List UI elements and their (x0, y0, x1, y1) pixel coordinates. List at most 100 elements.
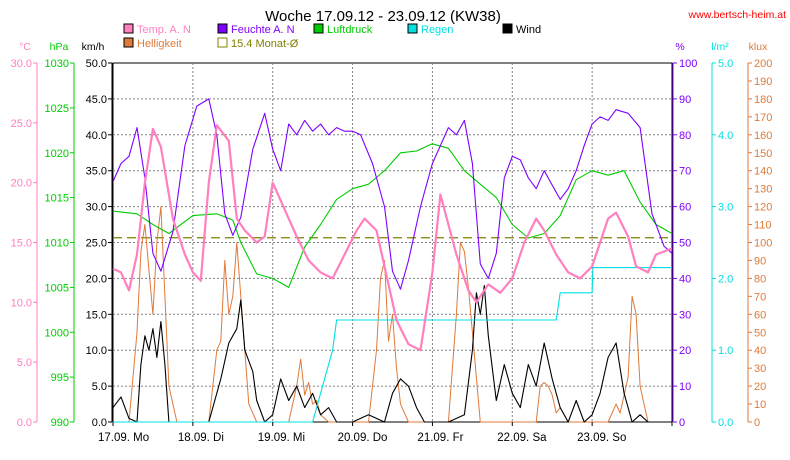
axis-tick-label: 50 (754, 327, 766, 339)
legend-label: Helligkeit (137, 38, 182, 50)
series-luftdruck (112, 143, 673, 288)
axis-tick-label: 20 (679, 345, 691, 357)
legend-item: 15.4 Monat-Ø (217, 37, 299, 50)
x-axis-labels: 17.09. Mo 18.09. Di 19.09. Mi 20.09. Do 21.0… (98, 422, 673, 444)
axis-tick-label: 10.0 (11, 297, 32, 309)
axis-tick-label: 0.0 (718, 417, 733, 429)
axis-tick-label: 170 (754, 112, 772, 124)
axis-tick-label: 40 (679, 273, 691, 285)
axis-tick-label: 190 (754, 76, 772, 88)
axis-tick-label: 90 (679, 94, 691, 106)
axis-tick-label: 1010 (45, 238, 69, 250)
legend-label: Regen (421, 24, 453, 36)
axis-tick-label: 990 (51, 417, 69, 429)
axis-tick-label: 110 (754, 220, 772, 232)
axis-tick-label: 30 (754, 363, 766, 375)
legend-swatch (123, 23, 134, 34)
axis-tick-label: 10.0 (86, 345, 107, 357)
axis-tick-label: 80 (679, 130, 691, 142)
axis-tick-label: 4.0 (718, 130, 733, 142)
axis-unit-light: klux (749, 41, 768, 53)
series-feuchte-a-n (112, 98, 673, 290)
axis-tick-label: 1005 (45, 282, 69, 294)
axis-tick-label: 0 (679, 417, 685, 429)
x-axis-label: 20.09. Do (338, 432, 388, 444)
axis-tick-label: 3.0 (718, 202, 733, 214)
axis-tick-label: 140 (754, 166, 772, 178)
legend-swatch (502, 23, 513, 34)
legend-label: Wind (516, 24, 541, 36)
x-axis-label: 17.09. Mo (98, 432, 149, 444)
axis-tick-label: 1.0 (718, 345, 733, 357)
axis-tick-label: 60 (754, 309, 766, 321)
legend-item: Regen (407, 23, 453, 36)
legend-item: Temp. A. N (123, 23, 191, 36)
axis-tick-label: 45.0 (86, 94, 107, 106)
axes: °C0.05.010.015.020.025.030.0hPa990995100… (11, 41, 773, 429)
axis-tick-label: 60 (679, 202, 691, 214)
legend: Temp. A. N Feuchte A. N Luftdruck Regen Wind… (123, 23, 541, 50)
axis-tick-label: 0.0 (92, 417, 107, 429)
axis-tick-label: 25.0 (11, 118, 32, 130)
legend-item: Helligkeit (123, 37, 182, 50)
series-temp-a-n (112, 124, 673, 352)
axis-tick-label: 80 (754, 273, 766, 285)
axis-tick-label: 1025 (45, 103, 69, 115)
axis-tick-label: 5.0 (17, 357, 32, 369)
axis-tick-label: 150 (754, 148, 772, 160)
axis-unit-humidity: % (675, 41, 684, 53)
axis-tick-label: 40 (754, 345, 766, 357)
axis-tick-label: 5.0 (92, 381, 107, 393)
axis-light: klux 0 10 20 30 40 50 60 70 80 90 100 110 120 130 140 15… (747, 41, 772, 429)
legend-swatch (217, 37, 228, 48)
axis-tick-label: 160 (754, 130, 772, 142)
legend-label: Luftdruck (327, 24, 373, 36)
axis-unit-pressure: hPa (50, 41, 69, 53)
axis-tick-label: 15.0 (11, 238, 32, 250)
x-axis-label: 18.09. Di (178, 432, 224, 444)
axis-tick-label: 200 (754, 58, 772, 70)
axis-tick-label: 1020 (45, 148, 69, 160)
legend-label: 15.4 Monat-Ø (231, 38, 299, 50)
legend-item: Luftdruck (313, 23, 373, 36)
axis-tick-label: 10 (679, 381, 691, 393)
x-axis-label: 23.09. So (577, 432, 626, 444)
legend-label: Feuchte A. N (231, 24, 295, 36)
axis-tick-label: 35.0 (86, 166, 107, 178)
axis-tick-label: 30 (679, 309, 691, 321)
axis-tick-label: 10 (754, 399, 766, 411)
axis-wind: km/h 0.0 5.0 10.0 15.0 20.0 25.0 30.0 35.0 40.0 45… (82, 41, 113, 429)
axis-tick-label: 120 (754, 202, 772, 214)
x-axis-label: 19.09. Mi (258, 432, 305, 444)
legend-swatch (123, 37, 134, 48)
axis-tick-label: 20.0 (11, 178, 32, 190)
axis-tick-label: 20 (754, 381, 766, 393)
website-link[interactable]: www.bertsch-heim.at (688, 9, 787, 21)
legend-swatch (407, 23, 418, 34)
legend-swatch (217, 23, 228, 34)
axis-tick-label: 100 (754, 238, 772, 250)
axis-tick-label: 180 (754, 94, 772, 106)
axis-tick-label: 50.0 (86, 58, 107, 70)
legend-item: Wind (502, 23, 541, 36)
series-regen (113, 267, 672, 423)
axis-tick-label: 0 (754, 417, 760, 429)
axis-rain: l/m² 0.0 1.0 2.0 3.0 4.0 5.0 (711, 41, 733, 429)
axis-tick-label: 25.0 (86, 238, 107, 250)
axis-tick-label: 1015 (45, 193, 69, 205)
series-layer (112, 98, 673, 423)
axis-tick-label: 0.0 (17, 417, 32, 429)
axis-tick-label: 90 (754, 255, 766, 267)
legend-label: Temp. A. N (137, 24, 191, 36)
axis-tick-label: 20.0 (86, 273, 107, 285)
legend-swatch (313, 23, 324, 34)
axis-tick-label: 2.0 (718, 273, 733, 285)
axis-tick-label: 30.0 (11, 58, 32, 70)
axis-tick-label: 995 (51, 372, 69, 384)
x-axis-label: 22.09. Sa (497, 432, 547, 444)
axis-unit-wind: km/h (82, 41, 105, 53)
axis-tick-label: 1000 (45, 327, 69, 339)
axis-pressure: hPa 990 995 1000 1005 1010 1015 1020 1025 1030 (45, 41, 75, 429)
axis-tick-label: 70 (679, 166, 691, 178)
axis-tick-label: 70 (754, 291, 766, 303)
